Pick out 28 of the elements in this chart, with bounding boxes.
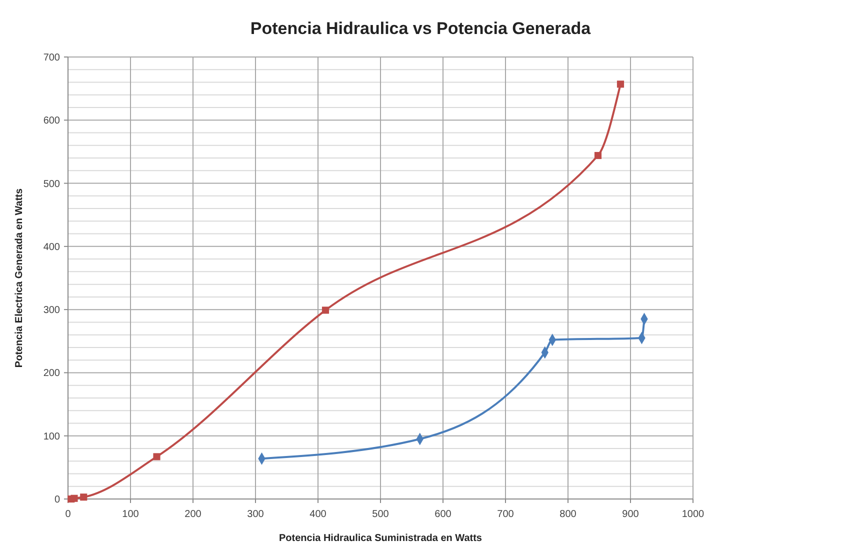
point	[80, 494, 88, 501]
x-tick-label: 900	[622, 509, 640, 520]
x-tick-label: 800	[560, 509, 577, 520]
x-tick-label: 0	[65, 509, 72, 520]
x-tick-label: 200	[184, 509, 202, 520]
y-tick-label: 0	[54, 494, 60, 506]
x-tick-label: 600	[434, 509, 452, 520]
point	[322, 306, 330, 314]
x-tick-label: 300	[247, 509, 264, 520]
x-axis-title: Potencia Hidraulica Suministrada en Watts	[278, 533, 482, 544]
x-tick-label: 400	[310, 509, 327, 520]
x-tick-label: 700	[497, 509, 514, 520]
y-tick-label: 200	[43, 368, 60, 380]
x-tick-label: 100	[122, 509, 140, 520]
y-tick-label: 500	[43, 178, 60, 190]
point	[153, 453, 160, 460]
point	[616, 80, 624, 88]
chart-title: Potencia Hidraulica vs Potencia Generada	[250, 19, 592, 38]
y-tick-label: 600	[43, 116, 60, 127]
x-tick-label: 500	[372, 509, 390, 520]
point	[70, 494, 78, 502]
y-tick-label: 300	[43, 305, 60, 316]
y-tick-label: 100	[43, 431, 60, 442]
x-tick-label: 1000	[682, 509, 705, 520]
point	[594, 152, 602, 160]
y-tick-label: 700	[43, 52, 60, 64]
y-axis-title: Potencia Electrica Generada en Watts	[14, 188, 25, 368]
y-tick-label: 400	[43, 242, 60, 253]
